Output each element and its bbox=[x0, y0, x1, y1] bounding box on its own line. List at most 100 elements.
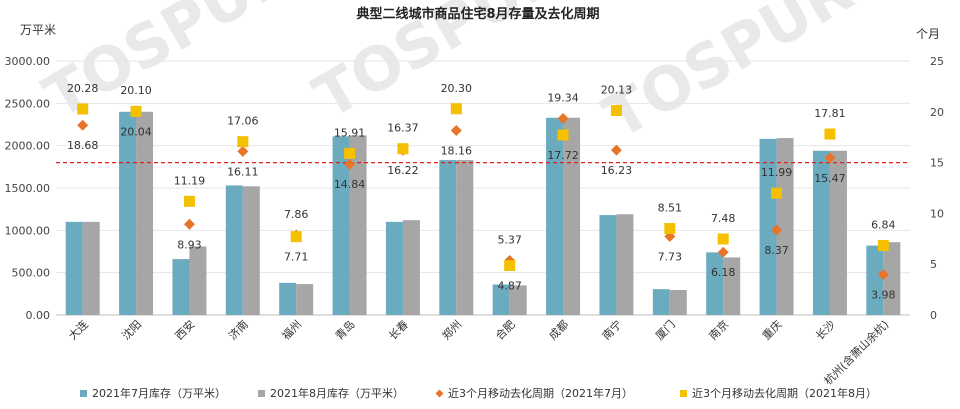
data-label-jul: 16.11 bbox=[227, 165, 259, 178]
data-label-aug: 11.19 bbox=[174, 174, 206, 187]
marker-aug-square bbox=[877, 240, 889, 252]
marker-jul-diamond bbox=[237, 145, 249, 157]
bar-jul-stock bbox=[439, 160, 457, 315]
legend: 2021年7月库存（万平米） 2021年8月库存（万平米） 近3个月移动去化周期（2… bbox=[80, 386, 877, 400]
data-label-jul: 6.18 bbox=[711, 266, 736, 279]
marker-aug-square bbox=[824, 128, 836, 140]
category-label: 沈阳 bbox=[119, 317, 144, 342]
category-label: 重庆 bbox=[759, 317, 784, 342]
legend-swatch bbox=[80, 390, 87, 397]
bar-jul-stock bbox=[385, 221, 403, 315]
bar-jul-stock bbox=[279, 282, 297, 315]
marker-aug-square bbox=[130, 105, 142, 117]
category-label: 长春 bbox=[386, 318, 411, 343]
bar-jul-stock bbox=[119, 111, 137, 315]
left-axis-unit: 万平米 bbox=[20, 23, 56, 37]
bar-jul-stock bbox=[599, 215, 617, 315]
bar-aug-stock bbox=[616, 214, 634, 315]
marker-aug-square bbox=[237, 136, 249, 148]
bar-aug-stock bbox=[136, 111, 154, 315]
right-tick-label: 25 bbox=[930, 55, 944, 68]
left-tick-label: 500.00 bbox=[12, 267, 51, 280]
marker-jul-diamond bbox=[183, 218, 195, 230]
category-label: 南宁 bbox=[599, 317, 624, 342]
bar-jul-stock bbox=[225, 185, 243, 315]
data-label-aug: 7.71 bbox=[284, 251, 309, 264]
right-tick-label: 15 bbox=[930, 157, 944, 170]
category-label: 济南 bbox=[225, 317, 250, 342]
category-label: 郑州 bbox=[439, 317, 464, 342]
marker-aug-square bbox=[397, 143, 409, 155]
right-tick-label: 0 bbox=[930, 309, 937, 322]
bar-jul-stock bbox=[492, 284, 510, 315]
bar-aug-stock bbox=[349, 135, 367, 315]
bar-jul-stock bbox=[546, 117, 564, 315]
marker-aug-square bbox=[183, 195, 195, 207]
data-label-aug: 16.37 bbox=[387, 122, 419, 135]
data-label-aug: 17.72 bbox=[547, 149, 579, 162]
marker-aug-square bbox=[344, 147, 356, 159]
chart-title: 典型二线城市商品住宅8月存量及去化周期 bbox=[356, 6, 599, 22]
data-label-aug: 20.28 bbox=[67, 82, 99, 95]
bar-aug-stock bbox=[456, 160, 474, 315]
data-label-aug: 17.81 bbox=[814, 107, 846, 120]
bar-aug-stock bbox=[82, 221, 100, 315]
bar-aug-stock bbox=[883, 242, 901, 315]
left-tick-label: 1500.00 bbox=[5, 182, 51, 195]
right-tick-label: 20 bbox=[930, 106, 944, 119]
category-label: 合肥 bbox=[492, 317, 517, 342]
category-label: 福州 bbox=[279, 317, 304, 342]
category-label: 长沙 bbox=[813, 318, 838, 343]
left-tick-label: 1000.00 bbox=[5, 224, 51, 237]
legend-label: 2021年7月库存（万平米） bbox=[92, 386, 226, 400]
data-label-jul: 19.34 bbox=[547, 92, 579, 105]
bar-aug-stock bbox=[723, 257, 741, 315]
bar-aug-stock bbox=[563, 117, 581, 315]
data-label-jul: 3.98 bbox=[871, 289, 896, 302]
data-label-jul: 7.73 bbox=[658, 250, 683, 263]
bar-jul-stock bbox=[652, 289, 670, 315]
bar-jul-stock bbox=[65, 221, 83, 315]
bar-aug-stock bbox=[509, 285, 527, 315]
left-tick-label: 3000.00 bbox=[5, 55, 51, 68]
marker-jul-diamond bbox=[557, 113, 569, 125]
bar-aug-stock bbox=[189, 246, 207, 315]
marker-jul-diamond bbox=[610, 144, 622, 156]
category-label: 厦门 bbox=[652, 317, 677, 342]
data-label-jul: 5.37 bbox=[497, 233, 522, 246]
bar-aug-stock bbox=[402, 220, 420, 315]
category-label: 大连 bbox=[65, 317, 90, 342]
data-label-aug: 15.91 bbox=[334, 126, 366, 139]
data-label-aug: 4.87 bbox=[497, 280, 522, 293]
data-label-aug: 17.06 bbox=[227, 115, 259, 128]
data-label-jul: 7.86 bbox=[284, 208, 309, 221]
marker-jul-diamond bbox=[717, 246, 729, 258]
data-label-jul: 18.68 bbox=[67, 139, 99, 152]
bar-aug-stock bbox=[776, 138, 794, 315]
data-label-jul: 16.23 bbox=[601, 164, 633, 177]
marker-aug-square bbox=[290, 231, 302, 243]
bars bbox=[65, 111, 901, 315]
legend-label: 2021年8月库存（万平米） bbox=[270, 386, 404, 400]
markers bbox=[77, 103, 889, 281]
data-label-aug: 11.99 bbox=[761, 166, 793, 179]
data-label-jul: 20.10 bbox=[120, 84, 152, 97]
left-tick-label: 2500.00 bbox=[5, 97, 51, 110]
marker-jul-diamond bbox=[77, 119, 89, 131]
legend-label: 近3个月移动去化周期（2021年7月） bbox=[448, 386, 633, 400]
data-label-aug: 20.30 bbox=[441, 82, 473, 95]
right-axis-unit: 个月 bbox=[916, 27, 940, 41]
bar-jul-stock bbox=[759, 138, 777, 315]
watermark-logo: TOSPUR bbox=[33, 0, 305, 133]
marker-aug-square bbox=[77, 103, 89, 115]
watermark-logo: TOSPUR bbox=[593, 0, 865, 153]
data-label-jul: 8.93 bbox=[177, 238, 202, 251]
bar-jul-stock bbox=[706, 252, 724, 315]
data-label-aug: 8.51 bbox=[658, 202, 683, 215]
marker-aug-square bbox=[610, 104, 622, 116]
category-label: 西安 bbox=[172, 317, 197, 342]
category-label: 南京 bbox=[706, 317, 731, 342]
